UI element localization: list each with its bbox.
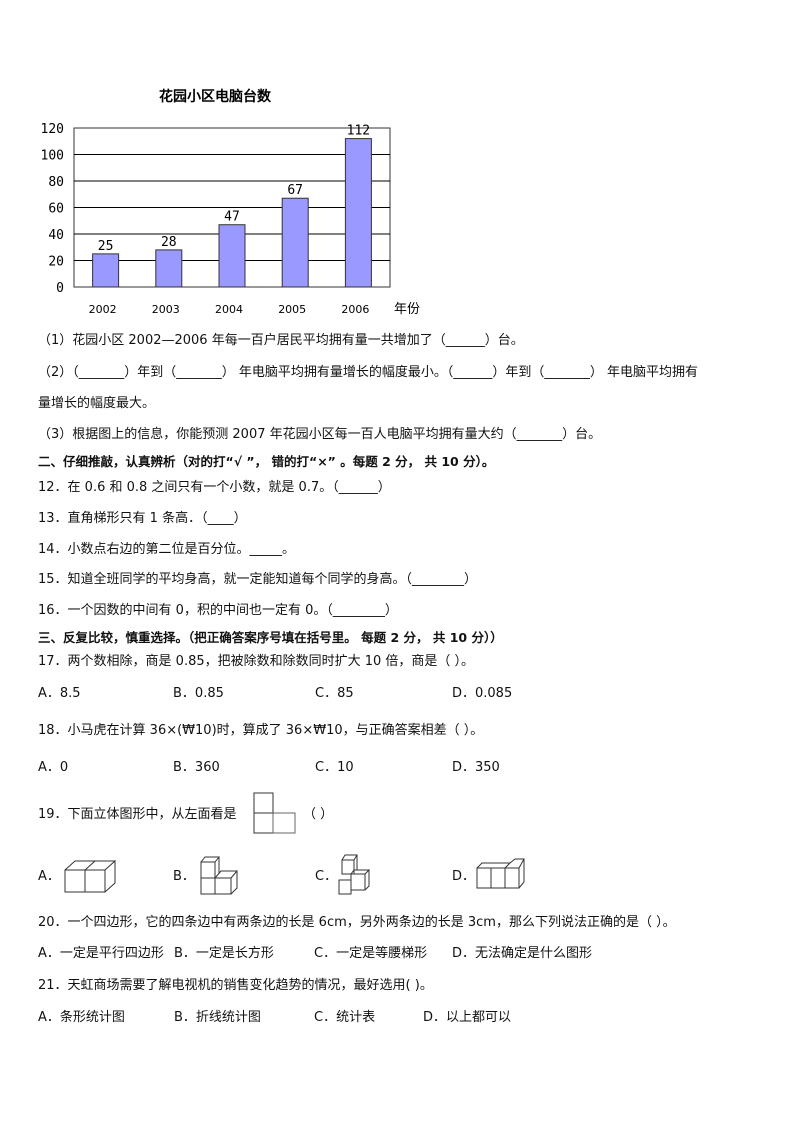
y-tick-label: 60	[48, 202, 64, 217]
q17-option-a: A．8.5	[38, 686, 81, 701]
bar-2005	[281, 197, 309, 288]
q21-option-b: B．折线统计图	[174, 1010, 261, 1025]
left-view-figure	[253, 792, 296, 834]
x-tick-label: 2006	[341, 303, 369, 316]
data-label: 25	[98, 239, 114, 254]
data-label: 67	[287, 183, 303, 198]
q18-option-d: D．350	[452, 760, 500, 775]
bar-2003	[155, 249, 183, 288]
q21-option-a: A．条形统计图	[38, 1010, 125, 1025]
question-16: 16．一个因数的中间有 0，积的中间也一定有 0。（________）	[38, 603, 398, 618]
x-tick-label: 2003	[152, 303, 180, 316]
section-3-heading: 三、反复比较，慎重选择。（把正确答案序号填在括号里。 每题 2 分， 共 10 …	[38, 630, 503, 645]
q19-option-b: B．	[173, 869, 195, 884]
q19-option-a: A．	[38, 869, 60, 884]
x-tick-label: 2002	[89, 303, 117, 316]
question-17: 17．两个数相除，商是 0.85，把被除数和除数同时扩大 10 倍，商是（ ）。	[38, 654, 475, 669]
cube-figure-a	[64, 860, 117, 893]
question-18: 18．小马虎在计算 36×(₩10)时，算成了 36×₩10，与正确答案相差（ …	[38, 723, 484, 738]
q20-option-b: B．一定是长方形	[174, 946, 274, 961]
question-21: 21．天虹商场需要了解电视机的销售变化趋势的情况，最好选用( )。	[38, 978, 433, 993]
data-label: 112	[347, 124, 370, 139]
data-label: 47	[224, 210, 240, 225]
y-tick-label: 100	[41, 149, 64, 164]
section-2-heading: 二、仔细推敲，认真辨析（对的打“√ ”， 错的打“×” 。每题 2 分， 共 1…	[38, 454, 495, 469]
q18-option-a: A．0	[38, 760, 69, 775]
question-1: （1）花园小区 2002—2006 年每一百户居民平均拥有量一共增加了（____…	[38, 333, 524, 348]
bar-2002	[92, 253, 120, 288]
y-tick-label: 120	[41, 122, 64, 137]
question-2-continued: 量增长的幅度最大。	[38, 396, 156, 411]
q18-option-c: C．10	[315, 760, 354, 775]
q20-option-d: D．无法确定是什么图形	[452, 946, 593, 961]
chart-title: 花园小区电脑台数	[159, 88, 272, 105]
q17-option-c: C．85	[315, 686, 354, 701]
y-tick-label: 0	[56, 281, 64, 296]
y-tick-label: 20	[48, 255, 64, 270]
question-14: 14．小数点右边的第二位是百分位。_____。	[38, 542, 296, 557]
question-20: 20．一个四边形，它的四条边中有两条边的长是 6cm，另外两条边的长是 3cm，…	[38, 915, 676, 930]
y-tick-label: 80	[48, 175, 64, 190]
q17-option-d: D．0.085	[452, 686, 513, 701]
q19-answer-paren: （ ）	[303, 807, 334, 822]
bar-2004	[218, 224, 246, 288]
question-3: （3）根据图上的信息，你能预测 2007 年花园小区每一百人电脑平均拥有量大约（…	[38, 427, 602, 442]
x-axis-label: 年份	[394, 302, 420, 317]
question-19: 19．下面立体图形中，从左面看是	[38, 807, 237, 822]
q19-option-c: C．	[315, 869, 338, 884]
q20-option-c: C．一定是等腰梯形	[314, 946, 428, 961]
cube-figure-b	[200, 856, 239, 895]
question-13: 13．直角梯形只有 1 条高．（____）	[38, 511, 247, 526]
cube-figure-d	[476, 858, 525, 889]
y-tick-label: 40	[48, 228, 64, 243]
q18-option-b: B．360	[173, 760, 220, 775]
q19-option-d: D．	[452, 869, 476, 884]
cube-figure-c	[338, 854, 370, 895]
bar-chart: 花园小区电脑台数 0 20 40 60 80 100 120 25 2002 28 2003 47 200…	[41, 88, 421, 317]
question-2: （2）（_______）年到（_______） 年电脑平均拥有量增长的幅度最小。…	[38, 365, 699, 380]
data-label: 28	[161, 235, 177, 250]
x-tick-label: 2005	[278, 303, 306, 316]
q21-option-c: C．统计表	[314, 1010, 376, 1025]
question-15: 15．知道全班同学的平均身高，就一定能知道每个同学的身高。（________）	[38, 572, 478, 587]
q17-option-b: B．0.85	[173, 686, 224, 701]
question-12: 12．在 0.6 和 0.8 之间只有一个小数，就是 0.7。（______）	[38, 480, 391, 495]
bar-2006	[344, 138, 372, 288]
x-tick-label: 2004	[215, 303, 243, 316]
q21-option-d: D．以上都可以	[423, 1010, 512, 1025]
q20-option-a: A．一定是平行四边形	[38, 946, 164, 961]
